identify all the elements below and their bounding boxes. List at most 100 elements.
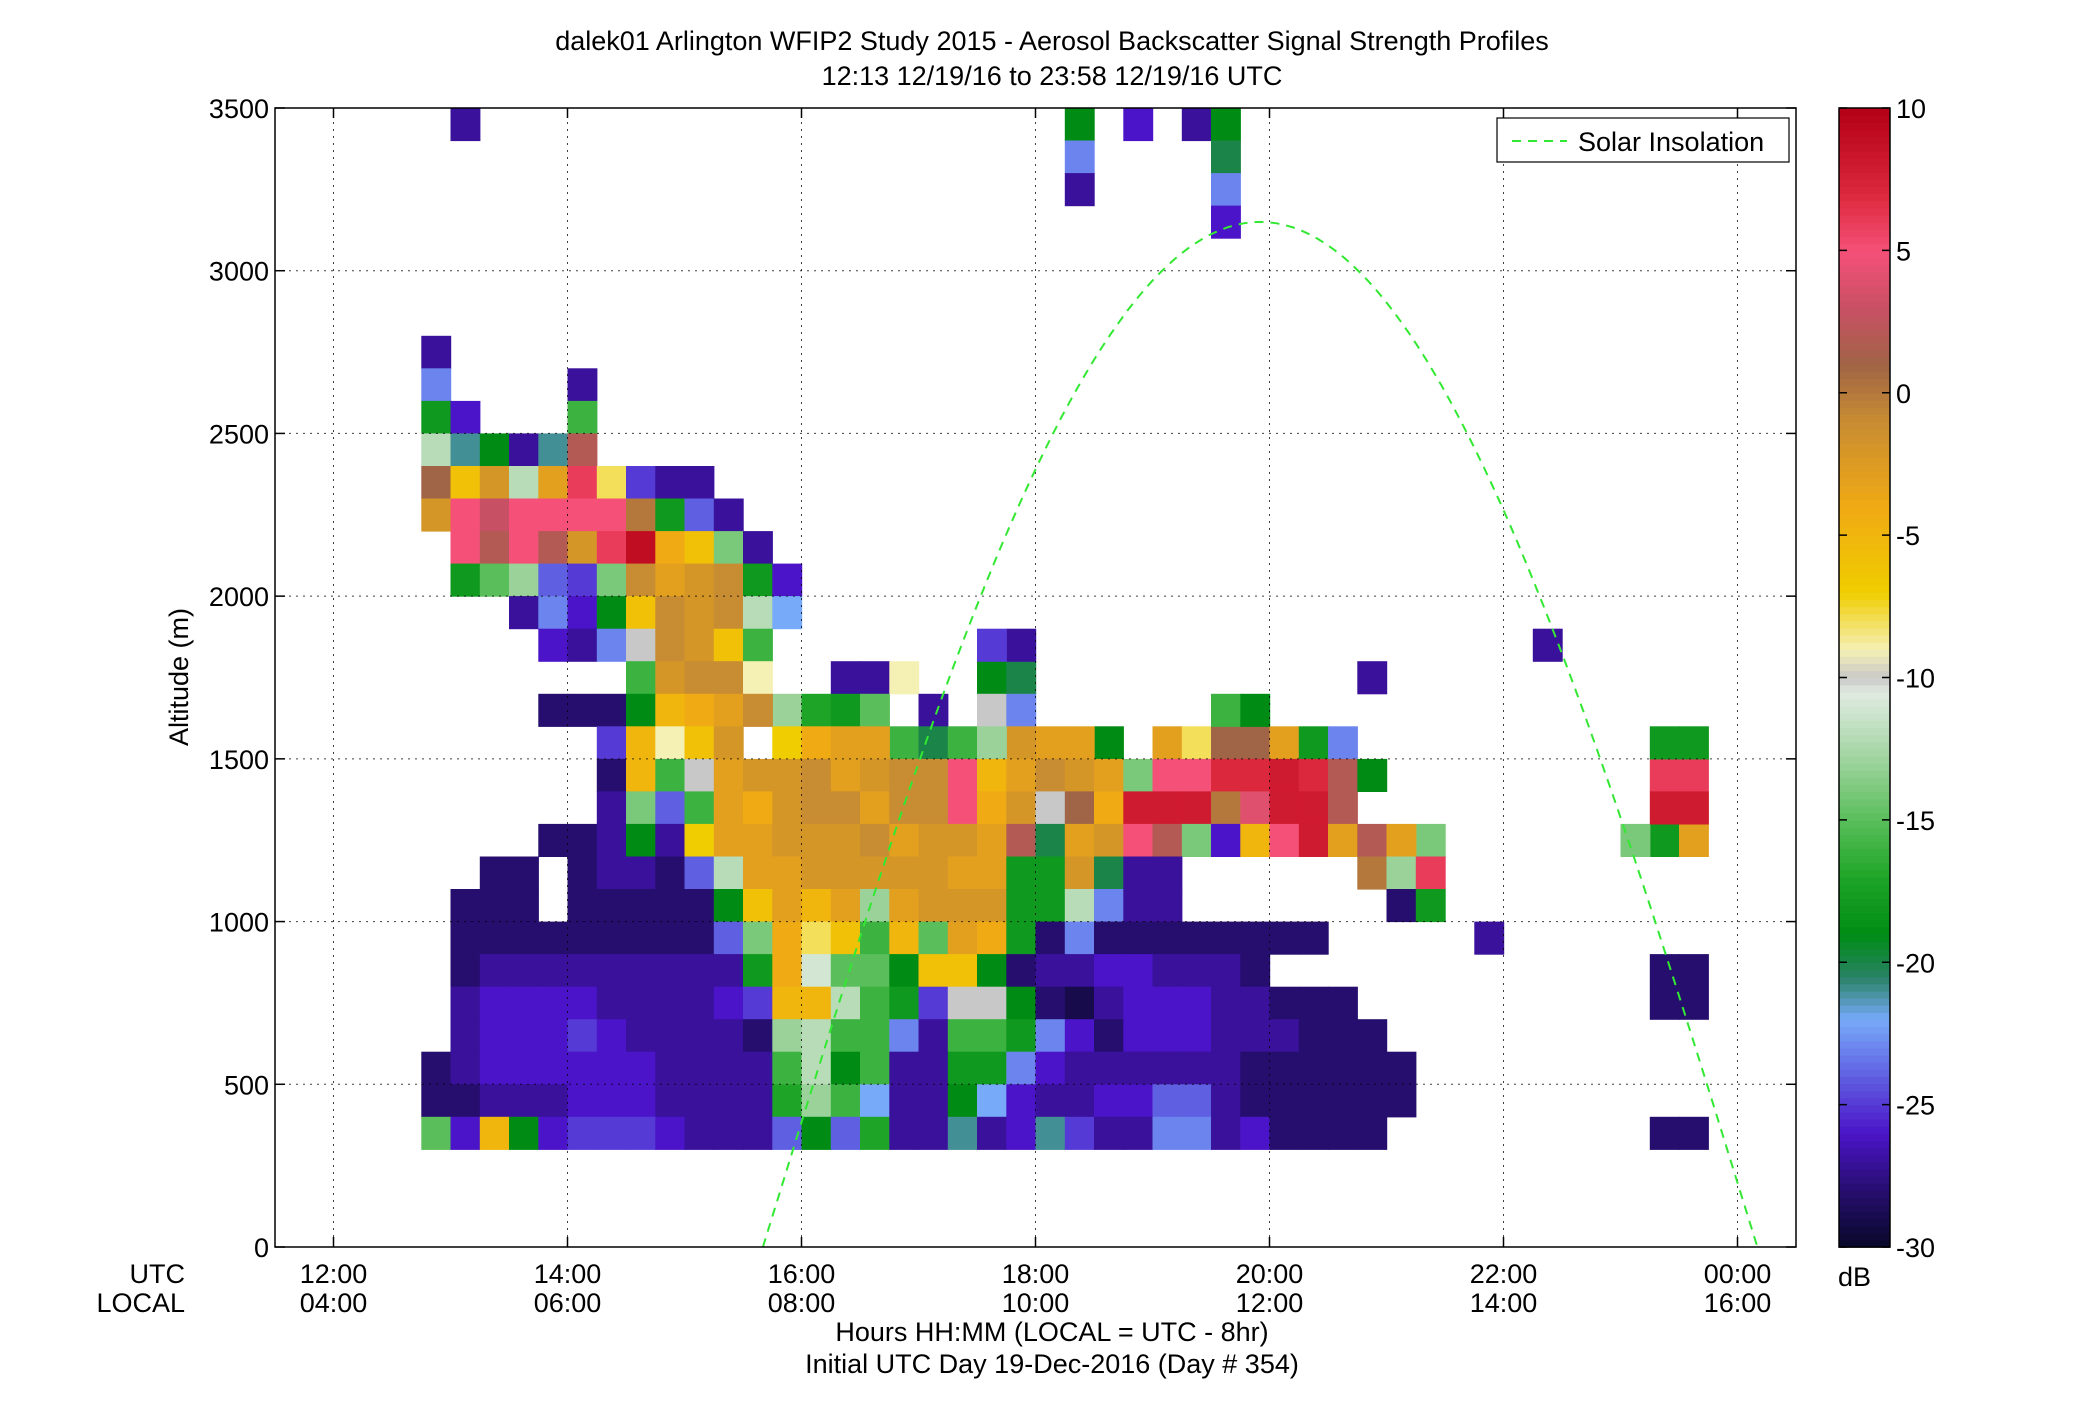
- heatmap-cell: [1211, 205, 1241, 239]
- heatmap-cell: [655, 726, 686, 760]
- colorbar-segment: [1839, 250, 1890, 259]
- heatmap-cell: [626, 921, 656, 955]
- heatmap-cell: [509, 498, 539, 532]
- heatmap-cell: [1064, 921, 1095, 955]
- colorbar-segment: [1839, 620, 1890, 629]
- heatmap-cell: [538, 628, 569, 662]
- colorbar-segment: [1839, 955, 1890, 963]
- heatmap-cell: [1649, 1116, 1680, 1150]
- colorbar-segment: [1839, 990, 1890, 999]
- heatmap-cell: [567, 856, 598, 890]
- heatmap-cell: [977, 1019, 1007, 1053]
- heatmap-cell: [1211, 758, 1241, 792]
- colorbar-segment: [1839, 1083, 1890, 1092]
- heatmap-cell: [450, 921, 481, 955]
- heatmap-cell: [830, 726, 861, 760]
- heatmap-cell: [655, 889, 686, 923]
- colorbar-segment: [1839, 378, 1890, 387]
- heatmap-cell: [1094, 1019, 1124, 1053]
- heatmap-cell: [1006, 1051, 1037, 1085]
- colorbar-segment: [1839, 1097, 1890, 1106]
- heatmap-cell: [596, 563, 627, 597]
- heatmap-cell: [1123, 791, 1154, 825]
- heatmap-cell: [655, 1051, 686, 1085]
- heatmap-cell: [1094, 1051, 1124, 1085]
- colorbar-segment: [1839, 912, 1890, 921]
- heatmap-cell: [860, 1084, 890, 1118]
- colorbar-segment: [1839, 798, 1890, 807]
- heatmap-cell: [772, 693, 803, 727]
- colorbar-segment: [1839, 891, 1890, 899]
- colorbar-segment: [1839, 535, 1890, 543]
- heatmap-cell: [421, 335, 452, 369]
- heatmap-cell: [1064, 791, 1095, 825]
- colorbar-segment: [1839, 834, 1890, 842]
- colorbar-segment: [1839, 1225, 1890, 1234]
- heatmap-cell: [1006, 986, 1037, 1020]
- colorbar-segment: [1839, 1239, 1890, 1248]
- heatmap-cell: [947, 889, 978, 923]
- heatmap-cell: [801, 889, 832, 923]
- heatmap-cell: [801, 1116, 832, 1150]
- x-tick-label-utc: 18:00: [1002, 1259, 1070, 1289]
- colorbar-segment: [1839, 300, 1890, 309]
- heatmap-cell: [830, 661, 861, 695]
- heatmap-cell: [509, 531, 539, 565]
- heatmap-cell: [479, 856, 510, 890]
- colorbar-segment: [1839, 264, 1890, 273]
- heatmap-cell: [509, 596, 539, 630]
- heatmap-cell: [1269, 726, 1300, 760]
- colorbar-segment: [1839, 1175, 1890, 1184]
- heatmap-cell: [626, 986, 656, 1020]
- heatmap-cell: [743, 758, 773, 792]
- heatmap-cell: [772, 563, 803, 597]
- heatmap-cell: [596, 1116, 627, 1150]
- heatmap-cell: [1181, 823, 1212, 857]
- heatmap-cell: [743, 1019, 773, 1053]
- heatmap-cell: [1298, 726, 1329, 760]
- colorbar-segment: [1839, 777, 1890, 786]
- heatmap-cell: [743, 563, 773, 597]
- colorbar-segment: [1839, 1076, 1890, 1085]
- heatmap-cell: [713, 823, 744, 857]
- heatmap-cell: [1006, 628, 1037, 662]
- heatmap-cell: [1386, 889, 1417, 923]
- colorbar-segment: [1839, 1047, 1890, 1056]
- heatmap-cell: [421, 1084, 452, 1118]
- heatmap-cell: [1152, 1019, 1183, 1053]
- heatmap-cell: [684, 954, 715, 988]
- heatmap-cell: [1123, 108, 1154, 142]
- heatmap-cell: [1094, 823, 1124, 857]
- colorbar: 10 5 0 -5 -10 -15 -20 -25 -30 dB: [1838, 94, 1935, 1292]
- colorbar-segment: [1839, 677, 1890, 686]
- heatmap-cell: [1064, 1051, 1095, 1085]
- heatmap-cell: [684, 1084, 715, 1118]
- heatmap-cell: [889, 726, 920, 760]
- heatmap-cell: [1064, 726, 1095, 760]
- heatmap-cell: [538, 1019, 569, 1053]
- heatmap-cell: [1035, 758, 1066, 792]
- colorbar-segment: [1839, 293, 1890, 301]
- heatmap-cell: [684, 791, 715, 825]
- heatmap-cell: [626, 726, 656, 760]
- colorbar-segment: [1839, 407, 1890, 415]
- heatmap-cell: [1181, 1116, 1212, 1150]
- heatmap-cell: [977, 1051, 1007, 1085]
- heatmap-cell: [567, 889, 598, 923]
- heatmap-cell: [684, 856, 715, 890]
- heatmap-cell: [1064, 758, 1095, 792]
- heatmap-cell: [1094, 986, 1124, 1020]
- colorbar-segment: [1839, 848, 1890, 857]
- heatmap-cell: [684, 726, 715, 760]
- heatmap-cell: [860, 954, 890, 988]
- heatmap-cell: [1064, 1084, 1095, 1118]
- heatmap-cell: [860, 661, 890, 695]
- colorbar-segment: [1839, 513, 1890, 522]
- heatmap-cell: [684, 498, 715, 532]
- colorbar-segment: [1839, 592, 1890, 600]
- heatmap-cell: [450, 954, 481, 988]
- colorbar-segment: [1839, 186, 1890, 195]
- heatmap-cell: [1328, 986, 1358, 1020]
- colorbar-segment: [1839, 1118, 1890, 1127]
- colorbar-segment: [1839, 1040, 1890, 1049]
